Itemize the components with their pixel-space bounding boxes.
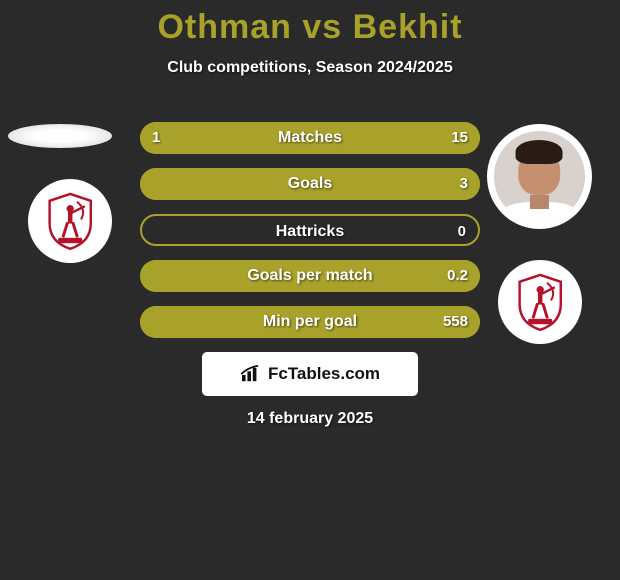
right-player-avatar xyxy=(487,124,592,229)
stat-bar: Min per goal558 xyxy=(140,306,480,338)
stat-label: Hattricks xyxy=(142,216,478,246)
date-text: 14 february 2025 xyxy=(0,410,620,428)
stat-bar: Hattricks0 xyxy=(140,214,480,246)
stat-bar: Matches1 15 xyxy=(140,122,480,154)
right-club-badge xyxy=(498,260,582,344)
brand-badge: FcTables.com xyxy=(202,352,418,396)
left-player-avatar xyxy=(8,124,112,148)
player-face-icon xyxy=(494,131,584,221)
stat-value-left: 1 xyxy=(152,122,160,154)
stat-label: Goals xyxy=(140,168,480,200)
left-club-logo xyxy=(45,192,95,251)
left-club-badge xyxy=(28,179,112,263)
page-title: Othman vs Bekhit xyxy=(0,0,620,47)
stat-label: Min per goal xyxy=(140,306,480,338)
stat-label: Goals per match xyxy=(140,260,480,292)
stats-container: Matches1 15 Goals3 Hattricks0 Goals per matc… xyxy=(140,122,480,352)
subtitle: Club competitions, Season 2024/2025 xyxy=(0,59,620,77)
brand-text: FcTables.com xyxy=(268,364,380,384)
bar-chart-icon xyxy=(240,365,262,383)
stat-bar: Goals per match0.2 xyxy=(140,260,480,292)
stat-value-right: 15 xyxy=(451,122,468,154)
stat-value-right: 558 xyxy=(443,306,468,338)
stat-bar: Goals3 xyxy=(140,168,480,200)
stat-value-right: 0.2 xyxy=(447,260,468,292)
stat-label: Matches xyxy=(140,122,480,154)
right-club-logo xyxy=(515,273,565,332)
stat-value-right: 3 xyxy=(460,168,468,200)
stat-value-right: 0 xyxy=(458,216,466,246)
